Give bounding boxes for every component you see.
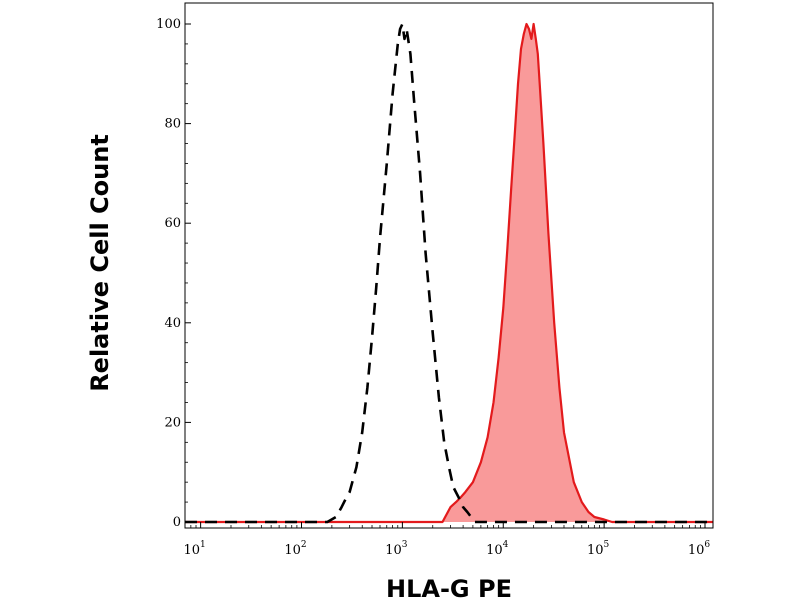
y-tick-label: 40 [164, 316, 181, 331]
y-tick-label: 100 [156, 17, 181, 32]
histogram-line-filled [185, 22, 713, 524]
x-tick-label: 106 [688, 540, 711, 558]
y-tick-label: 80 [164, 117, 181, 132]
x-tick-label: 102 [284, 540, 306, 558]
x-axis: 101 102 103 104 105 106 [183, 522, 710, 558]
x-axis-title: HLA-G PE [386, 575, 512, 600]
x-tick-label: 101 [183, 540, 205, 558]
x-tick-label: 105 [587, 540, 610, 558]
y-tick-label: 20 [164, 415, 181, 430]
y-tick-label: 60 [164, 216, 181, 231]
histogram-line-dashed [185, 22, 713, 524]
plot-area [185, 22, 713, 524]
x-tick-label: 104 [486, 540, 509, 558]
y-axis-title: Relative Cell Count [86, 134, 114, 392]
y-axis: 0 20 40 60 80 100 [156, 17, 191, 530]
y-tick-label: 0 [173, 515, 181, 530]
plot-frame [184, 2, 714, 529]
x-tick-label: 103 [385, 540, 408, 558]
histogram-fill-area [185, 24, 713, 522]
